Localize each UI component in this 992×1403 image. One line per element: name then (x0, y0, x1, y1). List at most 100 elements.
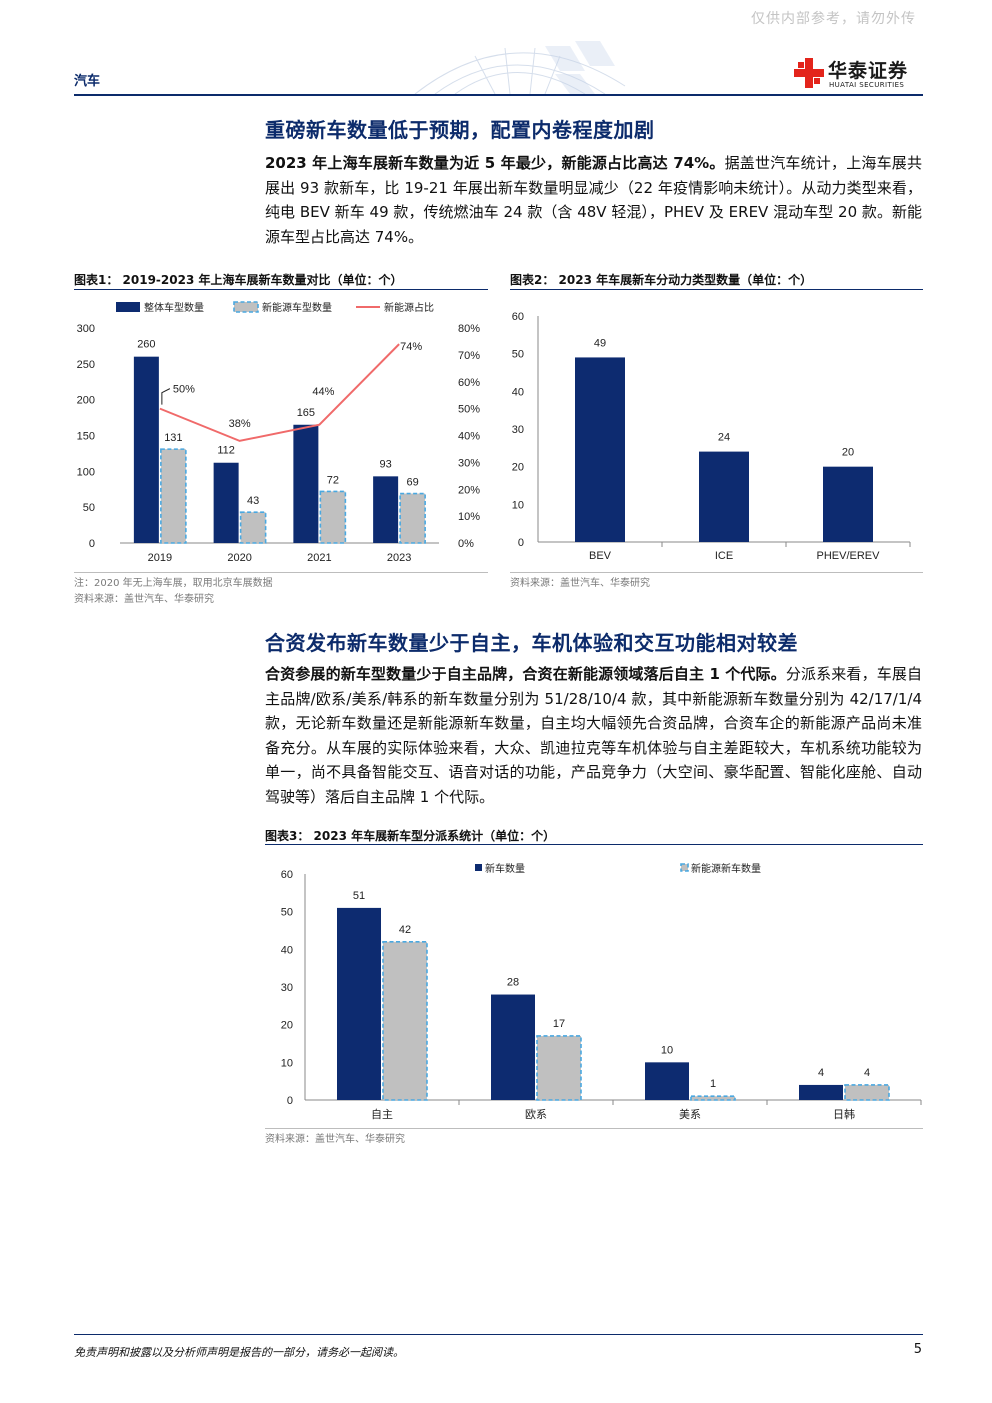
line-point-label: 44% (312, 386, 334, 398)
legend-label: 新能源占比 (384, 301, 434, 314)
legend-label: 新车数量 (485, 862, 525, 875)
bar-nev-new-cars (844, 1084, 890, 1101)
y-tick-label: 10 (281, 1057, 293, 1069)
line-point-label: 38% (229, 418, 251, 430)
logo-chinese-name: 华泰证券 (828, 60, 909, 82)
figure1-note: 注：2020 年无上海车展，取用北京车展数据 (74, 578, 273, 589)
y2-tick-label: 50% (458, 404, 480, 416)
y2-tick-label: 20% (458, 484, 480, 496)
y-tick-label: 20 (281, 1020, 293, 1032)
x-tick-label: 2023 (387, 552, 411, 564)
legend-swatch (680, 863, 689, 872)
header-divider (74, 94, 923, 96)
y-tick-label: 40 (512, 386, 524, 398)
bar-label: 49 (594, 337, 606, 349)
bar-nev (319, 490, 347, 544)
section1-lead: 2023 年上海车展新车数量为近 5 年最少，新能源占比高达 74%。 (265, 154, 725, 172)
y2-tick-label: 30% (458, 457, 480, 469)
bar-nev-label: 43 (247, 495, 259, 507)
figure1-source: 资料来源：盖世汽车、华泰研究 (74, 594, 214, 605)
line-point-label: 50% (173, 384, 195, 396)
y2-tick-label: 10% (458, 511, 480, 523)
bar-total (213, 462, 239, 543)
figure3-title: 图表3： 2023 年车展新车型分派系统计（单位：个） (265, 829, 556, 843)
watermark-text: 仅供内部参考，请勿外传 (751, 11, 916, 27)
bar-nev-new-cars (690, 1095, 736, 1101)
bar-total (293, 424, 319, 543)
legend-swatch (116, 302, 140, 312)
bar-total-label: 165 (297, 407, 315, 419)
y-tick-label: 200 (77, 395, 95, 407)
y-tick-label: 100 (77, 466, 95, 478)
bar-nev-label: 69 (407, 477, 419, 489)
y-tick-label: 20 (512, 462, 524, 474)
bar (699, 451, 749, 542)
bar-total-label: 93 (380, 458, 392, 470)
y-tick-label: 60 (512, 311, 524, 323)
bar-new-cars-label: 51 (353, 890, 365, 902)
section2-paragraph: 合资参展的新车型数量少于自主品牌，合资在新能源领域落后自主 1 个代际。分派系来… (265, 662, 922, 809)
bar-total-label: 260 (137, 339, 155, 351)
y-tick-label: 50 (83, 502, 95, 514)
x-tick-label: 2020 (227, 552, 251, 564)
bar-label: 20 (842, 447, 854, 459)
section1-paragraph: 2023 年上海车展新车数量为近 5 年最少，新能源占比高达 74%。据盖世汽车… (265, 151, 922, 249)
footer-disclaimer: 免责声明和披露以及分析师声明是报告的一部分，请务必一起阅读。 (74, 1346, 404, 1359)
legend-label: 新能源新车数量 (691, 862, 761, 875)
line-nev-share (159, 343, 400, 442)
y-tick-label: 250 (77, 359, 95, 371)
y-tick-label: 50 (512, 349, 524, 361)
bar-nev-new-cars (382, 941, 428, 1101)
y-tick-label: 150 (77, 431, 95, 443)
line-point-label: 74% (400, 341, 422, 353)
bar-nev-new-cars-label: 17 (553, 1018, 565, 1030)
y2-tick-label: 40% (458, 431, 480, 443)
bar-new-cars (491, 994, 535, 1100)
figure1-chart: 整体车型数量 新能源车型数量 新能源占比 0 50 100 150 200 250 300 0% 10… (77, 301, 481, 564)
figure2-title-rule (510, 289, 923, 290)
y2-tick-label: 0% (458, 538, 474, 550)
bar-nev-new-cars-label: 1 (710, 1078, 716, 1090)
bar-new-cars-label: 10 (661, 1044, 673, 1056)
y2-tick-label: 80% (458, 323, 480, 335)
y-tick-label: 40 (281, 944, 293, 956)
legend-label: 新能源车型数量 (262, 301, 332, 314)
figure2-title: 图表2： 2023 年车展新车分动力类型数量（单位：个） (510, 273, 813, 287)
y-tick-label: 50 (281, 907, 293, 919)
y-tick-label: 0 (287, 1095, 293, 1107)
x-tick-label: 欧系 (525, 1108, 547, 1121)
header-decoration (414, 41, 626, 94)
x-tick-label: BEV (589, 550, 612, 562)
y-tick-label: 0 (89, 538, 95, 550)
logo-english-name: HUATAI SECURITIES (829, 81, 905, 89)
legend-swatch (233, 301, 259, 313)
huatai-logo: 华泰证券 HUATAI SECURITIES (794, 54, 934, 94)
figure1-bottom-rule (74, 572, 488, 573)
section1-body: 据盖世汽车统计，上海车展共展出 93 款新车，比 19-21 年展出新车数量明显… (265, 154, 922, 246)
x-tick-label: 2021 (307, 552, 331, 564)
bar-total-label: 112 (217, 445, 235, 457)
x-tick-label: ICE (715, 550, 733, 562)
label-leader-line (161, 388, 171, 405)
bar-nev-label: 131 (164, 432, 182, 444)
y-tick-label: 0 (518, 537, 524, 549)
x-tick-label: 美系 (679, 1108, 701, 1121)
legend-label: 整体车型数量 (144, 301, 204, 314)
y-tick-label: 60 (281, 869, 293, 881)
bar-nev-new-cars-label: 4 (864, 1067, 870, 1079)
figure3-chart: 新车数量 新能源新车数量 0 10 20 30 40 50 60 51 42 自主 28 17 欧系 10 1 美… (281, 862, 922, 1121)
page-number: 5 (913, 1342, 922, 1357)
section2-heading: 合资发布新车数量少于自主，车机体验和交互功能相对较差 (265, 631, 798, 655)
legend-swatch (475, 864, 482, 871)
bar-total (133, 356, 159, 543)
figure2-bottom-rule (510, 572, 923, 573)
figure3-source: 资料来源：盖世汽车、华泰研究 (265, 1134, 405, 1145)
x-tick-label: 2019 (148, 552, 172, 564)
section2-body: 分派系来看，车展自主品牌/欧系/美系/韩系的新车数量分别为 51/28/10/4… (265, 665, 922, 806)
figure3-bottom-rule (265, 1128, 923, 1129)
huatai-logo-mark (794, 58, 824, 88)
bar-new-cars-label: 28 (507, 977, 519, 989)
section-name: 汽车 (74, 74, 101, 89)
bar-nev (239, 511, 267, 544)
bar-new-cars (645, 1062, 689, 1100)
